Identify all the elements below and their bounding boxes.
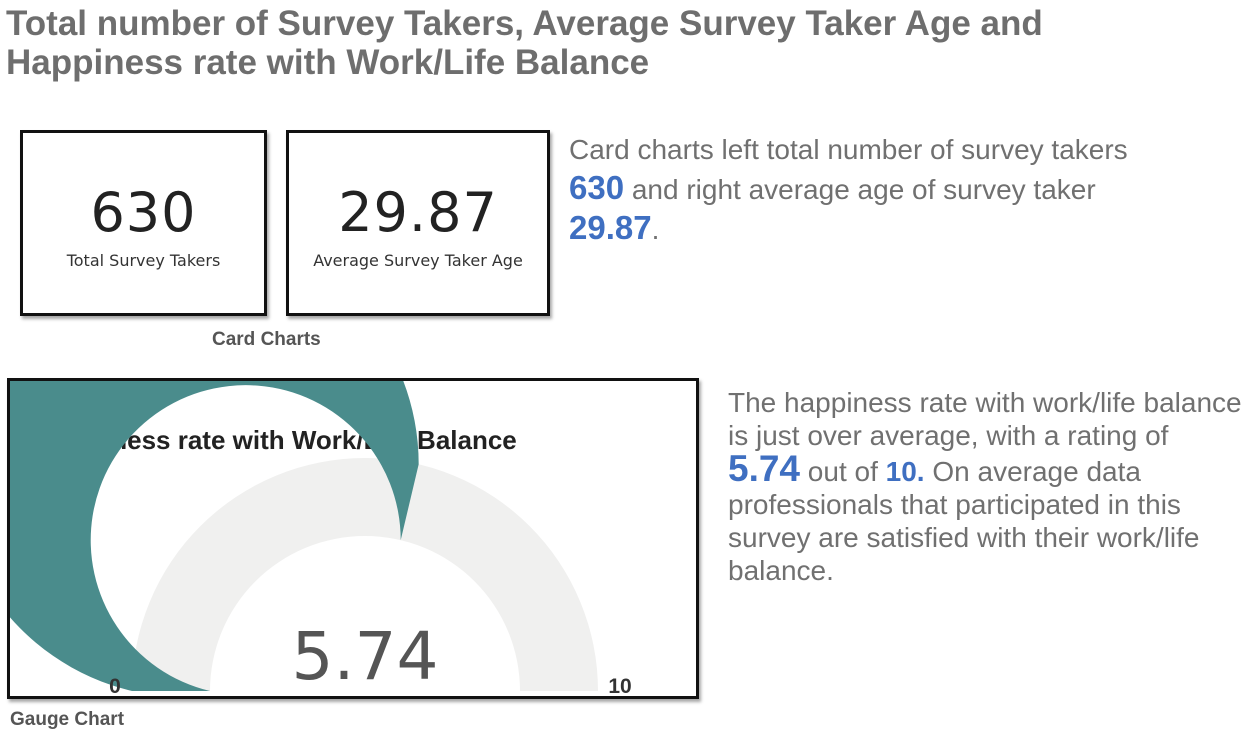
- cards-description: Card charts left total number of survey …: [569, 131, 1189, 249]
- card-total-survey-takers: 630 Total Survey Takers: [20, 130, 267, 316]
- desc-text: out of: [807, 456, 878, 487]
- gauge-chart: Happiness rate with Work/Life Balance 5.…: [7, 378, 699, 699]
- gauge-svg: 5.74 0 10: [10, 381, 632, 696]
- card-label: Average Survey Taker Age: [313, 251, 523, 270]
- gauge-track: [132, 458, 598, 691]
- gauge-max-label: 10: [608, 675, 631, 696]
- desc-highlight-rating: 5.74: [728, 448, 801, 489]
- desc-highlight-max: 10.: [885, 456, 925, 487]
- desc-highlight-total: 630: [569, 169, 625, 206]
- gauge-min-label: 0: [109, 675, 121, 696]
- gauge-chart-caption: Gauge Chart: [10, 709, 125, 730]
- desc-text: .: [651, 214, 660, 245]
- page-title: Total number of Survey Takers, Average S…: [6, 4, 1043, 82]
- gauge-description: The happiness rate with work/life balanc…: [728, 386, 1248, 587]
- desc-text: and right average age of survey taker: [631, 174, 1096, 205]
- card-label: Total Survey Takers: [66, 251, 221, 270]
- gauge-fill: [10, 381, 419, 691]
- card-average-age: 29.87 Average Survey Taker Age: [286, 130, 550, 316]
- card-charts-caption: Card Charts: [212, 329, 321, 350]
- desc-text: On average data professionals that parti…: [728, 456, 1200, 586]
- desc-text: Card charts left total number of survey …: [569, 134, 1128, 165]
- gauge-value-label: 5.74: [292, 618, 439, 695]
- card-value: 29.87: [338, 181, 498, 244]
- card-value: 630: [90, 181, 197, 244]
- desc-text: The happiness rate with work/life balanc…: [728, 387, 1242, 451]
- desc-highlight-age: 29.87: [569, 209, 652, 246]
